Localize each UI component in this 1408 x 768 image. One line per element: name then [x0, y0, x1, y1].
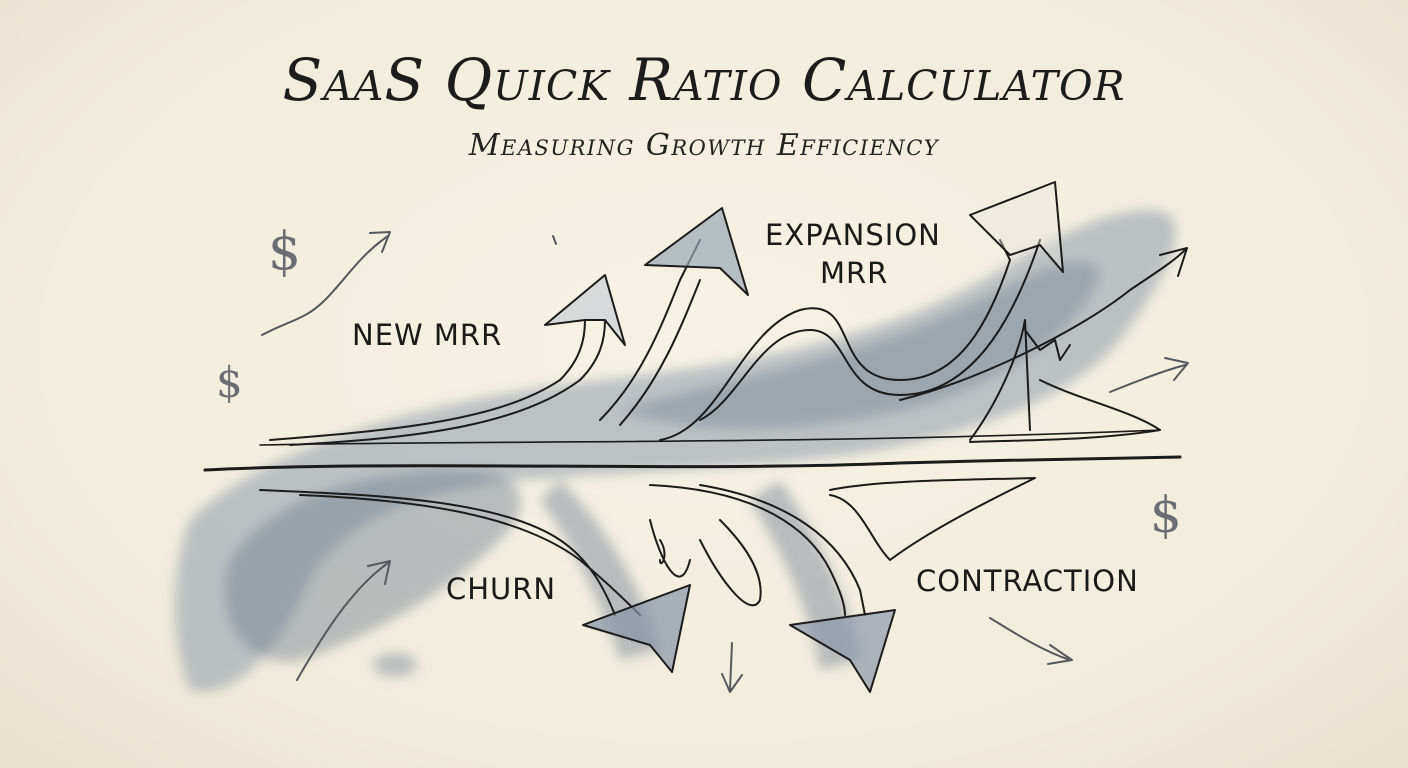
page-subtitle: Measuring Growth Efficiency: [468, 128, 940, 163]
expansion-arrows: [659, 181, 1188, 443]
small-sketch-arrows: [261, 231, 1189, 693]
label-contraction: CONTRACTION: [916, 564, 1139, 598]
dollar-icon: $: [216, 358, 243, 407]
contraction-arrows: [649, 477, 1036, 693]
label-expansion-line1: EXPANSION: [765, 218, 941, 252]
churn-arrows: [259, 489, 762, 673]
label-churn: CHURN: [446, 572, 557, 606]
label-expansion-line2: MRR: [820, 256, 889, 290]
label-new-mrr: NEW MRR: [352, 318, 503, 352]
page-title: SaaS Quick Ratio Calculator: [282, 46, 1126, 114]
baseline: [203, 429, 1182, 472]
new-mrr-arrows: [269, 207, 749, 446]
dollar-icon: $: [1150, 486, 1182, 544]
dollar-icon: $: [268, 222, 302, 282]
label-expansion-mrr: EXPANSION MRR: [765, 216, 941, 292]
